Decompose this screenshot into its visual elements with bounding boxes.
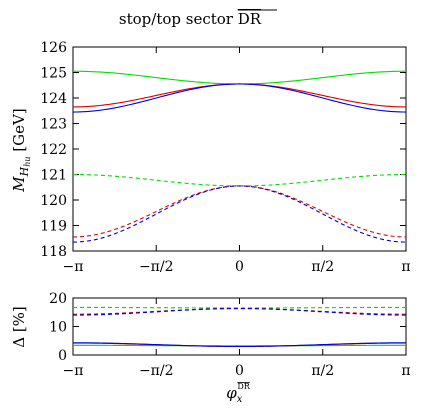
top-axis-ticks: 118 119 120 121 122 123 124 125 126 −π −π/2 0 π/2 π [40, 40, 410, 275]
chart-title-overline: DR [238, 10, 262, 28]
bottom-xlabel-sub: x [237, 394, 243, 405]
bottom-curve-solid-5 [73, 342, 406, 347]
bottom-curve-solid-3 [73, 344, 406, 347]
bottom-ylabel-text: Δ [%] [10, 306, 28, 348]
top-curve-solid-2 [72, 83, 407, 113]
top-ytick-label: 119 [40, 219, 67, 235]
chart-title-main: stop/top sector [119, 10, 238, 28]
top-ylabel-main: M [10, 176, 28, 193]
top-ytick-label: 123 [40, 117, 67, 133]
bottom-curve-dashed-0 [73, 306, 406, 309]
bottom-xtick-label: π [401, 363, 410, 379]
top-curves [72, 70, 407, 243]
top-ytick-label: 121 [40, 168, 67, 184]
bottom-axis-ticks: 0 10 20 −π −π/2 0 π/2 π [49, 291, 410, 379]
bottom-xlabel-main: φ [226, 384, 237, 402]
top-ytick-label: 120 [40, 193, 67, 209]
bottom-ytick-label: 10 [49, 320, 67, 336]
top-ytick-label: 122 [40, 142, 67, 158]
svg-text:MHhu [GeV]: MHhu [GeV] [10, 108, 32, 192]
top-ylabel-sub: H [18, 166, 31, 177]
top-ylabel-unit: [GeV] [10, 108, 28, 156]
top-xtick-label: −π/2 [139, 259, 174, 275]
top-ylabel-subsub: hu [23, 156, 32, 166]
bottom-curves [73, 306, 406, 347]
bottom-ytick-label: 0 [58, 348, 67, 364]
top-xtick-label: −π [63, 259, 84, 275]
top-ytick-label: 126 [40, 40, 67, 56]
bottom-xtick-label: π/2 [311, 363, 334, 379]
bottom-xtick-label: −π/2 [139, 363, 174, 379]
bottom-xtick-label: −π [63, 363, 84, 379]
bottom-xlabel-sup: DR [237, 382, 250, 391]
top-xtick-label: 0 [235, 259, 244, 275]
chart-title: stop/top sector DR [119, 10, 262, 28]
bottom-curve-dashed-2 [73, 308, 406, 316]
bottom-ytick-label: 20 [49, 291, 67, 307]
top-ylabel: MHhu [GeV] [10, 108, 32, 192]
top-ytick-label: 124 [40, 91, 67, 107]
top-ytick-label: 118 [40, 244, 67, 260]
top-xtick-label: π [401, 259, 410, 275]
top-xtick-label: π/2 [311, 259, 334, 275]
top-curve-solid-1 [72, 83, 407, 108]
top-plot-frame [72, 46, 407, 252]
top-curve-dashed-3 [72, 173, 407, 187]
top-curve-solid-0 [73, 70, 406, 85]
bottom-xlabel: φx DR [226, 382, 251, 405]
top-curve-dashed-4 [72, 185, 407, 238]
bottom-xtick-label: 0 [235, 363, 244, 379]
top-ytick-label: 125 [40, 66, 67, 82]
bottom-ylabel: Δ [%] [10, 306, 28, 348]
top-curve-dashed-5 [72, 185, 407, 243]
